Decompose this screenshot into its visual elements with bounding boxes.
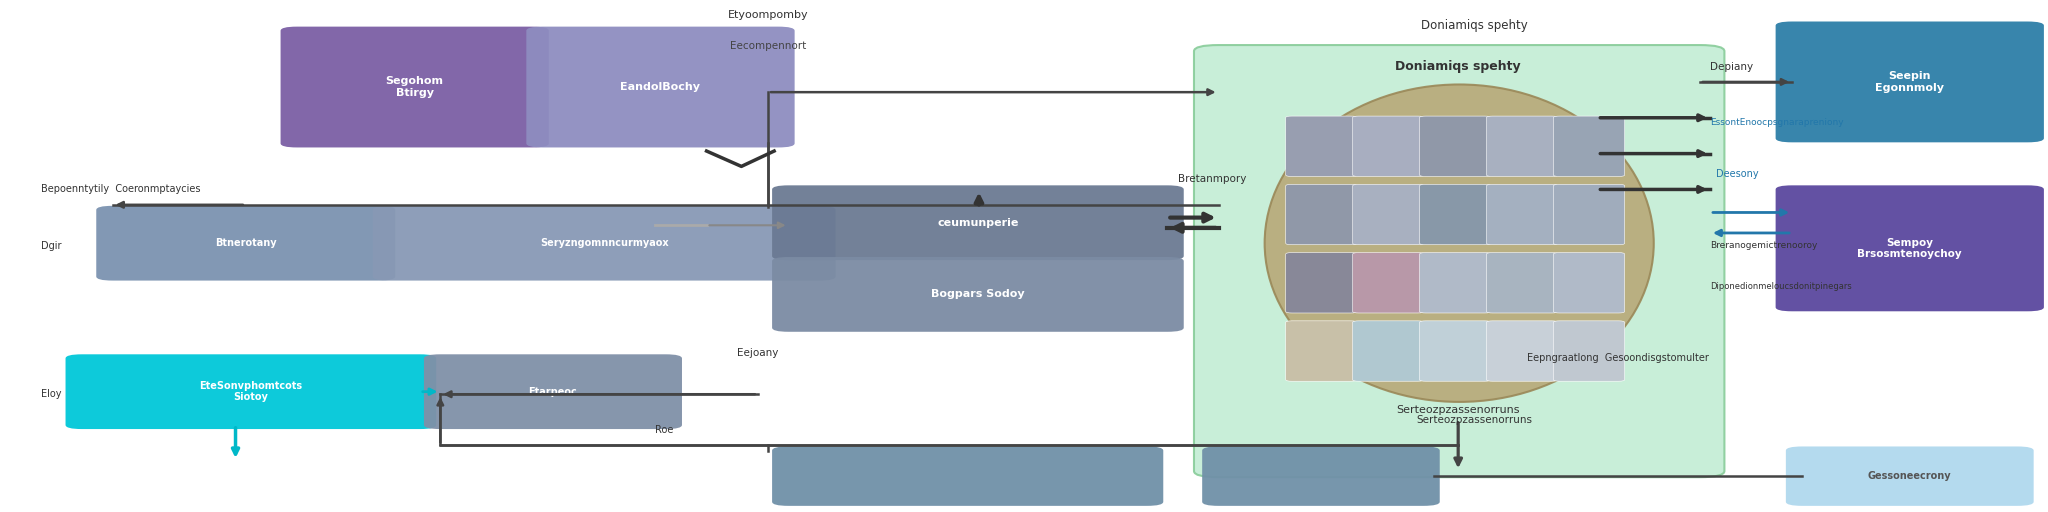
- Text: EandolBochy: EandolBochy: [621, 82, 700, 92]
- FancyBboxPatch shape: [1776, 22, 2044, 142]
- Text: Serteozpzassenorruns: Serteozpzassenorruns: [1417, 415, 1532, 425]
- Text: Etyoompomby: Etyoompomby: [727, 10, 809, 20]
- Text: Segohom
Btirgy: Segohom Btirgy: [385, 76, 444, 98]
- Ellipse shape: [1266, 84, 1655, 402]
- Text: Btnerotany: Btnerotany: [215, 238, 276, 248]
- Text: Doniamiqs spehty: Doniamiqs spehty: [1395, 60, 1522, 73]
- Text: Breranogemictrenooroy: Breranogemictrenooroy: [1710, 241, 1817, 250]
- FancyBboxPatch shape: [1554, 252, 1624, 313]
- Text: Roe: Roe: [655, 425, 674, 435]
- Text: Serteozpzassenorruns: Serteozpzassenorruns: [1397, 404, 1520, 415]
- FancyBboxPatch shape: [772, 257, 1184, 332]
- FancyBboxPatch shape: [1419, 252, 1491, 313]
- FancyBboxPatch shape: [1352, 252, 1423, 313]
- Text: Bogpars Sodoy: Bogpars Sodoy: [932, 289, 1024, 300]
- Text: Eepngraatlong  Gesoondisgstomulter: Eepngraatlong Gesoondisgstomulter: [1528, 353, 1708, 364]
- Text: Doniamiqs spehty: Doniamiqs spehty: [1421, 19, 1528, 32]
- FancyBboxPatch shape: [1554, 321, 1624, 381]
- FancyBboxPatch shape: [1419, 321, 1491, 381]
- FancyBboxPatch shape: [1554, 116, 1624, 177]
- Text: EssontEnoocpsgnarapreniony: EssontEnoocpsgnarapreniony: [1710, 118, 1843, 127]
- Text: Eecompennort: Eecompennort: [729, 41, 807, 51]
- FancyBboxPatch shape: [772, 446, 1163, 506]
- FancyBboxPatch shape: [1786, 446, 2034, 506]
- FancyBboxPatch shape: [1194, 45, 1724, 477]
- FancyBboxPatch shape: [1286, 184, 1358, 245]
- Text: Eejoany: Eejoany: [737, 348, 778, 358]
- FancyBboxPatch shape: [1419, 116, 1491, 177]
- Text: Bepoenntytily  Coeronmptaycies: Bepoenntytily Coeronmptaycies: [41, 184, 201, 195]
- Text: Depiany: Depiany: [1710, 61, 1753, 72]
- Text: Seryzngomnncurmyaox: Seryzngomnncurmyaox: [541, 238, 668, 248]
- Text: Deesony: Deesony: [1716, 169, 1759, 179]
- FancyBboxPatch shape: [66, 354, 436, 429]
- FancyBboxPatch shape: [1487, 321, 1559, 381]
- Text: Diponedionmeloucsdonitpinegars: Diponedionmeloucsdonitpinegars: [1710, 282, 1851, 291]
- FancyBboxPatch shape: [1487, 116, 1559, 177]
- FancyBboxPatch shape: [1352, 184, 1423, 245]
- FancyBboxPatch shape: [1487, 184, 1559, 245]
- Text: Seepin
Egonnmoly: Seepin Egonnmoly: [1876, 71, 1944, 93]
- Text: Gessoneecrony: Gessoneecrony: [1868, 471, 1952, 481]
- Text: Sempoy
Brsosmtenoychoy: Sempoy Brsosmtenoychoy: [1858, 238, 1962, 259]
- FancyBboxPatch shape: [1286, 252, 1358, 313]
- FancyBboxPatch shape: [1554, 184, 1624, 245]
- FancyBboxPatch shape: [1286, 321, 1358, 381]
- Text: EteSonvphomtcots
Siotoy: EteSonvphomtcots Siotoy: [199, 381, 303, 402]
- FancyBboxPatch shape: [1286, 116, 1358, 177]
- FancyBboxPatch shape: [1776, 185, 2044, 311]
- FancyBboxPatch shape: [1202, 446, 1440, 506]
- FancyBboxPatch shape: [772, 185, 1184, 260]
- FancyBboxPatch shape: [373, 206, 836, 281]
- Text: Eloy: Eloy: [41, 389, 61, 399]
- FancyBboxPatch shape: [281, 27, 549, 147]
- Text: ceumunperie: ceumunperie: [938, 218, 1018, 228]
- FancyBboxPatch shape: [424, 354, 682, 429]
- FancyBboxPatch shape: [1419, 184, 1491, 245]
- FancyBboxPatch shape: [1487, 252, 1559, 313]
- Text: Bretanmpory: Bretanmpory: [1178, 174, 1245, 184]
- FancyBboxPatch shape: [526, 27, 795, 147]
- FancyBboxPatch shape: [1352, 116, 1423, 177]
- Text: Dgir: Dgir: [41, 241, 61, 251]
- FancyBboxPatch shape: [1352, 321, 1423, 381]
- Text: Etarpeoc: Etarpeoc: [528, 387, 578, 397]
- FancyBboxPatch shape: [96, 206, 395, 281]
